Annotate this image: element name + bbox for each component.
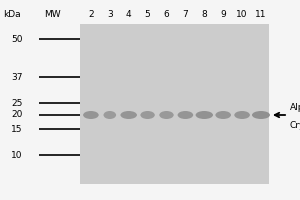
- Ellipse shape: [252, 111, 270, 119]
- Text: Crystallin: Crystallin: [290, 121, 300, 130]
- Text: 4: 4: [126, 10, 131, 19]
- Text: 10: 10: [11, 151, 22, 160]
- Text: MW: MW: [44, 10, 61, 19]
- Ellipse shape: [140, 111, 155, 119]
- Ellipse shape: [234, 111, 250, 119]
- Text: 9: 9: [220, 10, 226, 19]
- Text: 15: 15: [11, 124, 22, 134]
- Ellipse shape: [159, 111, 174, 119]
- Ellipse shape: [103, 111, 116, 119]
- Text: 50: 50: [11, 34, 22, 44]
- Text: 10: 10: [236, 10, 248, 19]
- Bar: [80, 24, 268, 184]
- Ellipse shape: [196, 111, 213, 119]
- Text: 7: 7: [182, 10, 188, 19]
- Ellipse shape: [215, 111, 231, 119]
- Text: 11: 11: [255, 10, 267, 19]
- Ellipse shape: [178, 111, 193, 119]
- Text: kDa: kDa: [3, 10, 21, 19]
- Ellipse shape: [120, 111, 137, 119]
- Ellipse shape: [83, 111, 99, 119]
- Text: 25: 25: [11, 98, 22, 108]
- Text: Alpha-B: Alpha-B: [290, 103, 300, 112]
- Text: 3: 3: [107, 10, 113, 19]
- Text: 5: 5: [145, 10, 151, 19]
- Text: 2: 2: [88, 10, 94, 19]
- Text: 6: 6: [164, 10, 169, 19]
- Text: 8: 8: [201, 10, 207, 19]
- Text: 37: 37: [11, 72, 22, 82]
- Text: 20: 20: [11, 110, 22, 119]
